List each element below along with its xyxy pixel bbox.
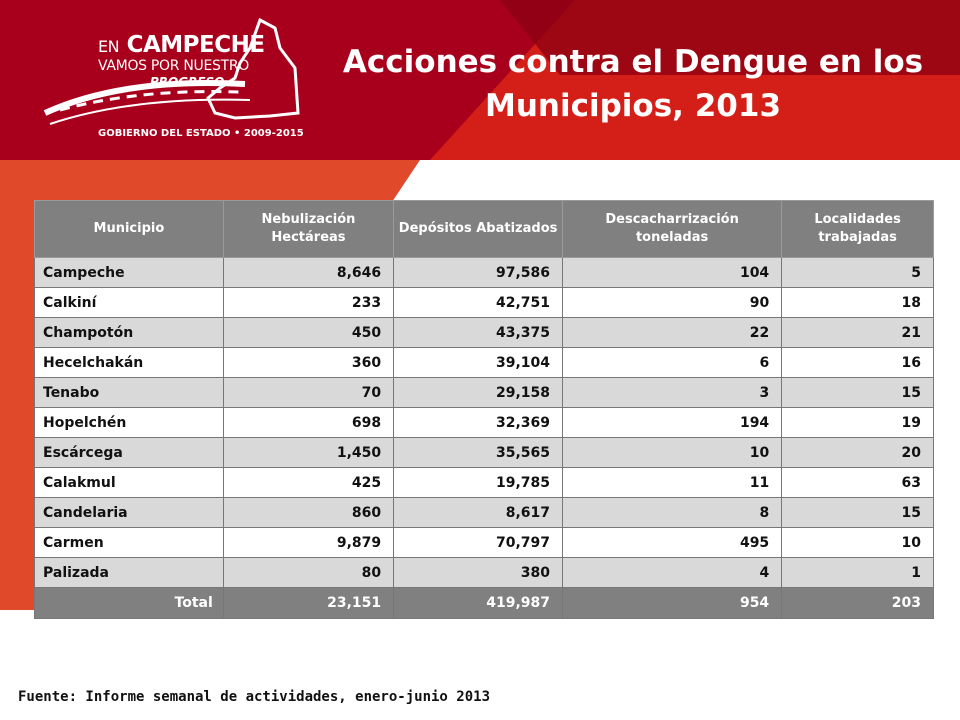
cell-municipio: Hecelchakán: [34, 347, 224, 378]
cell-descacharrizacion: 6: [562, 347, 783, 378]
table-row: Hecelchakán 360 39,104 6 16: [34, 347, 934, 378]
table-row: Palizada 80 380 4 1: [34, 557, 934, 588]
cell-nebulizacion: 450: [222, 317, 395, 348]
cell-nebulizacion: 698: [222, 407, 395, 438]
cell-nebulizacion: 233: [222, 287, 395, 318]
cell-depositos: 97,586: [393, 257, 564, 288]
cell-nebulizacion: 70: [222, 377, 395, 408]
total-descacharrizacion: 954: [562, 587, 783, 619]
cell-descacharrizacion: 90: [562, 287, 783, 318]
table-row: Champotón 450 43,375 22 21: [34, 317, 934, 348]
header-depositos: Depósitos Abatizados: [393, 200, 564, 258]
cell-municipio: Champotón: [34, 317, 224, 348]
table-row: Hopelchén 698 32,369 194 19: [34, 407, 934, 438]
header-nebulizacion: Nebulización Hectáreas: [222, 200, 395, 258]
table-header-row: Municipio Nebulización Hectáreas Depósit…: [34, 200, 934, 258]
total-label: Total: [34, 587, 224, 619]
cell-depositos: 39,104: [393, 347, 564, 378]
table-row: Calkiní 233 42,751 90 18: [34, 287, 934, 318]
header-localidades: Localidades trabajadas: [781, 200, 934, 258]
total-nebulizacion: 23,151: [222, 587, 395, 619]
cell-nebulizacion: 1,450: [222, 437, 395, 468]
table-row: Escárcega 1,450 35,565 10 20: [34, 437, 934, 468]
cell-localidades: 63: [781, 467, 934, 498]
cell-depositos: 8,617: [393, 497, 564, 528]
table-row: Tenabo 70 29,158 3 15: [34, 377, 934, 408]
cell-municipio: Calakmul: [34, 467, 224, 498]
table-total-row: Total 23,151 419,987 954 203: [34, 587, 934, 619]
cell-localidades: 5: [781, 257, 934, 288]
title-line-2: Municipios, 2013: [484, 88, 782, 124]
page-title: Acciones contra el Dengue en los Municip…: [318, 40, 948, 128]
cell-depositos: 380: [393, 557, 564, 588]
cell-nebulizacion: 860: [222, 497, 395, 528]
campeche-map-icon: [43, 18, 300, 125]
cell-localidades: 15: [781, 497, 934, 528]
cell-localidades: 1: [781, 557, 934, 588]
cell-localidades: 15: [781, 377, 934, 408]
cell-municipio: Tenabo: [34, 377, 224, 408]
cell-nebulizacion: 8,646: [222, 257, 395, 288]
cell-descacharrizacion: 194: [562, 407, 783, 438]
cell-nebulizacion: 9,879: [222, 527, 395, 558]
cell-localidades: 19: [781, 407, 934, 438]
table-row: Campeche 8,646 97,586 104 5: [34, 257, 934, 288]
dengue-actions-table: Municipio Nebulización Hectáreas Depósit…: [34, 200, 934, 619]
cell-municipio: Hopelchén: [34, 407, 224, 438]
cell-descacharrizacion: 104: [562, 257, 783, 288]
cell-depositos: 35,565: [393, 437, 564, 468]
logo-line-1: EN CAMPECHE: [98, 32, 265, 58]
cell-descacharrizacion: 495: [562, 527, 783, 558]
cell-depositos: 70,797: [393, 527, 564, 558]
cell-descacharrizacion: 22: [562, 317, 783, 348]
cell-municipio: Campeche: [34, 257, 224, 288]
campeche-logo: EN CAMPECHE VAMOS POR NUESTRO PROGRESO G…: [40, 18, 320, 148]
total-localidades: 203: [781, 587, 934, 619]
cell-depositos: 32,369: [393, 407, 564, 438]
cell-municipio: Palizada: [34, 557, 224, 588]
table-row: Calakmul 425 19,785 11 63: [34, 467, 934, 498]
cell-descacharrizacion: 3: [562, 377, 783, 408]
table-row: Candelaria 860 8,617 8 15: [34, 497, 934, 528]
cell-depositos: 29,158: [393, 377, 564, 408]
cell-municipio: Candelaria: [34, 497, 224, 528]
cell-localidades: 21: [781, 317, 934, 348]
cell-descacharrizacion: 10: [562, 437, 783, 468]
logo-line-2: VAMOS POR NUESTRO: [98, 58, 249, 74]
header-municipio: Municipio: [34, 200, 224, 258]
cell-localidades: 20: [781, 437, 934, 468]
logo-line-3: PROGRESO: [150, 75, 225, 89]
source-note: Fuente: Informe semanal de actividades, …: [18, 689, 491, 705]
cell-nebulizacion: 425: [222, 467, 395, 498]
cell-municipio: Calkiní: [34, 287, 224, 318]
cell-localidades: 10: [781, 527, 934, 558]
cell-descacharrizacion: 11: [562, 467, 783, 498]
header-descacharrizacion: Descacharrización toneladas: [562, 200, 783, 258]
cell-depositos: 42,751: [393, 287, 564, 318]
cell-municipio: Carmen: [34, 527, 224, 558]
logo-government-caption: GOBIERNO DEL ESTADO • 2009-2015: [98, 128, 304, 139]
cell-nebulizacion: 360: [222, 347, 395, 378]
cell-localidades: 16: [781, 347, 934, 378]
title-line-1: Acciones contra el Dengue en los: [342, 44, 924, 80]
table-row: Carmen 9,879 70,797 495 10: [34, 527, 934, 558]
cell-descacharrizacion: 8: [562, 497, 783, 528]
cell-depositos: 43,375: [393, 317, 564, 348]
total-depositos: 419,987: [393, 587, 564, 619]
cell-descacharrizacion: 4: [562, 557, 783, 588]
cell-localidades: 18: [781, 287, 934, 318]
cell-nebulizacion: 80: [222, 557, 395, 588]
cell-depositos: 19,785: [393, 467, 564, 498]
cell-municipio: Escárcega: [34, 437, 224, 468]
